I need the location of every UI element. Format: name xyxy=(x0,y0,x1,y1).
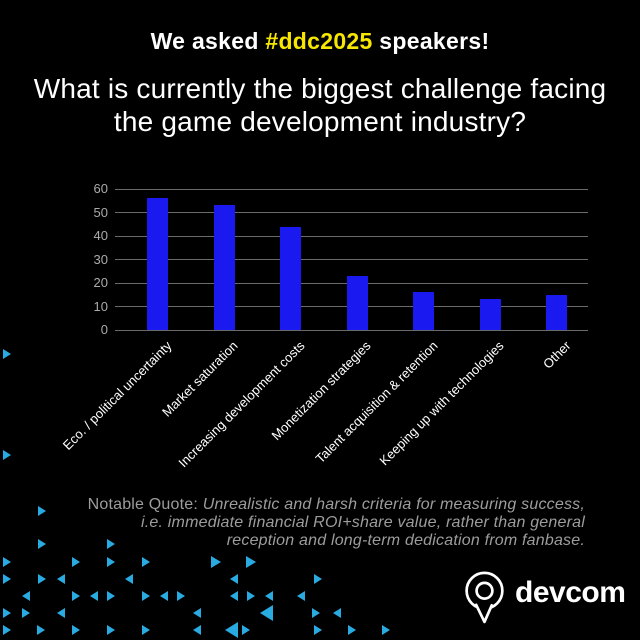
bar-6 xyxy=(546,294,567,330)
y-tick-label: 50 xyxy=(93,204,108,220)
triangle-icon xyxy=(314,574,322,584)
triangle-icon xyxy=(3,557,11,567)
triangle-icon xyxy=(57,574,65,584)
triangle-icon xyxy=(142,625,150,635)
triangle-icon xyxy=(142,557,150,567)
triangle-icon xyxy=(265,591,273,601)
header-suffix: speakers! xyxy=(372,28,490,54)
triangle-icon xyxy=(107,539,115,549)
triangle-icon xyxy=(3,450,11,460)
triangle-icon xyxy=(193,608,201,618)
triangle-icon xyxy=(230,591,238,601)
triangle-icon xyxy=(224,622,238,638)
bar-2 xyxy=(280,226,301,330)
gridline xyxy=(115,188,588,190)
triangle-icon xyxy=(382,625,390,635)
triangle-icon xyxy=(142,591,150,601)
triangle-icon xyxy=(72,625,80,635)
devcom-bubble-icon xyxy=(465,571,504,624)
header-prefix: We asked xyxy=(150,28,266,54)
triangle-icon xyxy=(314,625,322,635)
triangle-icon xyxy=(107,591,115,601)
triangle-icon xyxy=(160,591,168,601)
page-title-line2: the game development industry? xyxy=(113,106,527,137)
quote-label: Notable Quote: xyxy=(87,496,199,513)
triangle-icon xyxy=(3,608,11,618)
gridline xyxy=(115,329,588,331)
triangle-icon xyxy=(333,608,341,618)
triangle-icon xyxy=(259,605,273,621)
y-tick-label: 60 xyxy=(93,181,108,196)
gridline xyxy=(115,235,588,237)
triangle-icon xyxy=(38,506,46,516)
triangle-icon xyxy=(37,625,45,635)
y-tick-label: 30 xyxy=(93,251,108,267)
bar-5 xyxy=(479,299,501,330)
triangle-icon xyxy=(242,625,250,635)
y-tick-label: 20 xyxy=(93,275,108,290)
quote-line: reception and long-term dedication from … xyxy=(226,532,585,549)
quote-line: Notable Quote: Unrealistic and harsh cri… xyxy=(40,496,585,514)
page-title: What is currently the biggest challenge … xyxy=(0,72,640,138)
bar-1 xyxy=(213,205,235,330)
triangle-icon xyxy=(230,574,238,584)
triangle-icon xyxy=(3,349,11,359)
triangle-icon xyxy=(211,556,221,568)
page-title-line1: What is currently the biggest challenge … xyxy=(33,73,607,104)
triangle-icon xyxy=(38,539,46,549)
gridline xyxy=(115,212,588,213)
y-tick-label: 10 xyxy=(93,298,108,314)
triangle-icon xyxy=(3,625,11,635)
devcom-logo: devcom xyxy=(464,570,626,624)
triangle-icon xyxy=(72,557,80,567)
bar-0 xyxy=(147,198,168,330)
notable-quote: Notable Quote: Unrealistic and harsh cri… xyxy=(40,496,585,550)
triangle-icon xyxy=(90,591,98,601)
gridline xyxy=(115,259,588,260)
triangle-icon xyxy=(22,591,30,601)
triangle-icon xyxy=(247,591,255,601)
y-tick-label: 40 xyxy=(93,228,108,243)
triangle-icon xyxy=(107,557,115,567)
triangle-icon xyxy=(125,574,133,584)
triangle-icon xyxy=(72,591,80,601)
bar-3 xyxy=(346,275,368,330)
triangle-icon xyxy=(22,608,30,618)
triangle-icon xyxy=(297,591,305,601)
quote-line: i.e. immediate financial ROI+share value… xyxy=(141,514,585,531)
triangle-icon xyxy=(177,591,185,601)
quote-text: Unrealistic and harsh criteria for measu… xyxy=(202,496,585,513)
triangle-icon xyxy=(57,608,65,618)
triangle-icon xyxy=(246,556,256,568)
plot-area xyxy=(115,188,588,331)
devcom-logo-text: devcom xyxy=(515,576,626,609)
triangle-icon xyxy=(3,574,11,584)
triangle-icon xyxy=(348,625,356,635)
y-tick-label: 0 xyxy=(100,322,108,337)
triangle-icon xyxy=(107,625,115,635)
header-line: We asked #ddc2025 speakers! xyxy=(0,28,640,55)
triangle-icon xyxy=(38,574,46,584)
bar-4 xyxy=(413,292,434,330)
triangle-icon xyxy=(193,625,201,635)
hashtag-ddc2025: #ddc2025 xyxy=(265,28,373,54)
triangle-icon xyxy=(312,608,320,618)
